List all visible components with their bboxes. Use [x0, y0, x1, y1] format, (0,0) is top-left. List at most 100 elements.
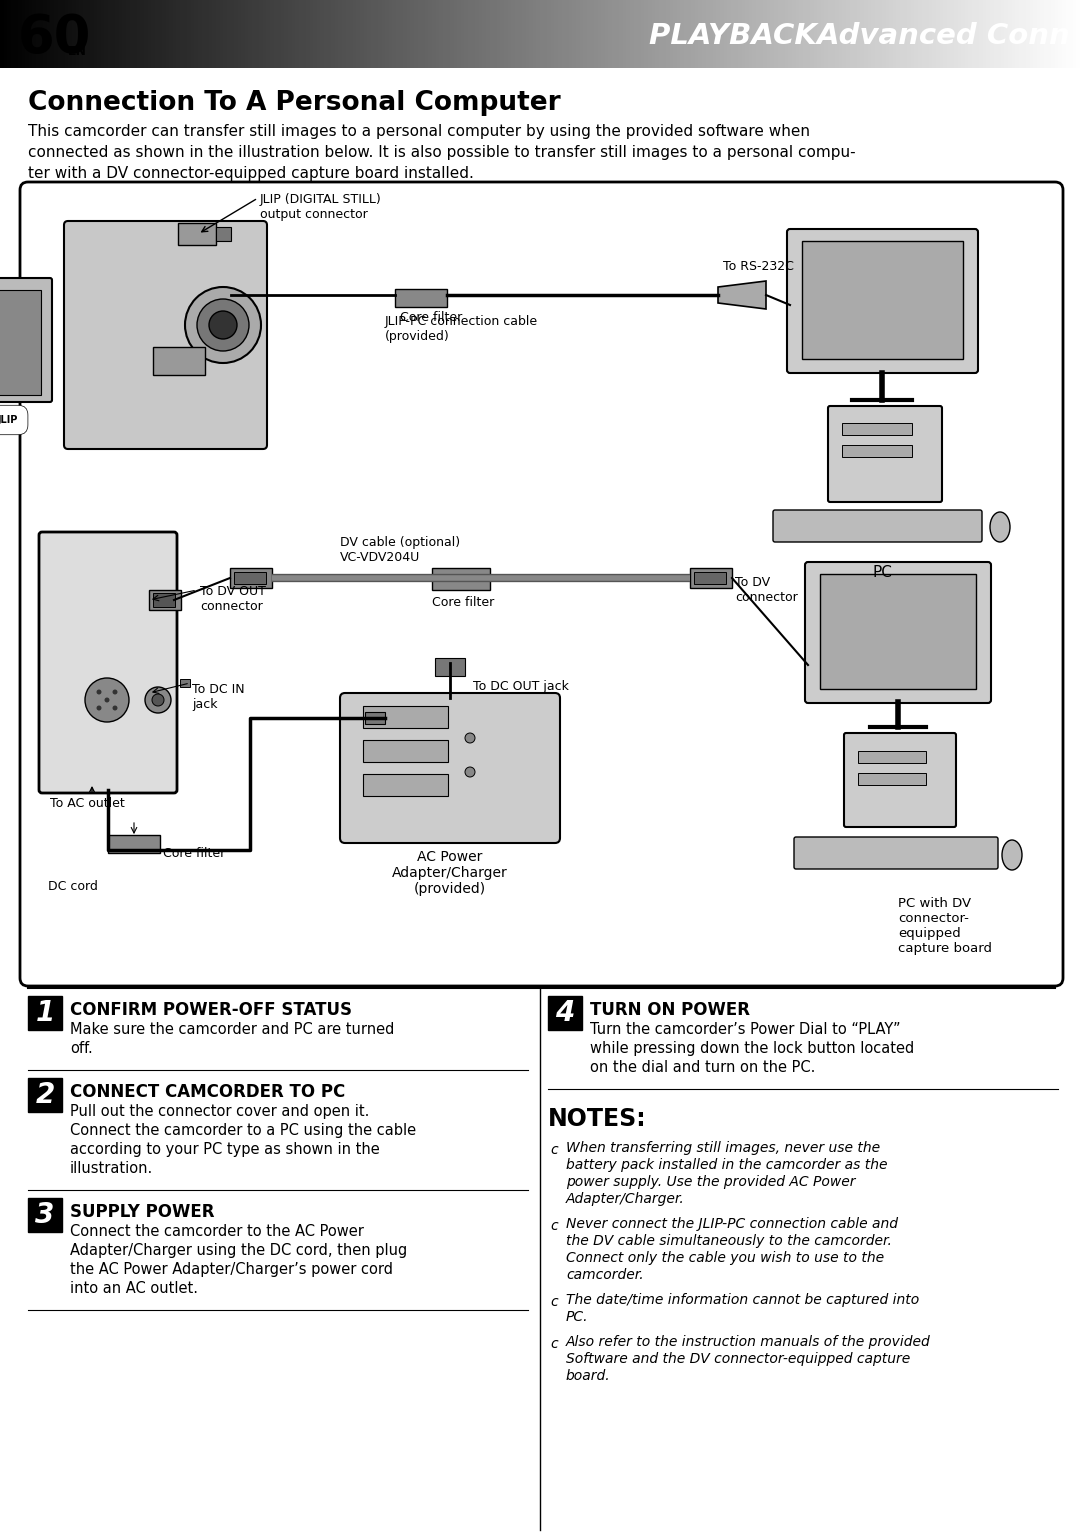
Bar — [532, 0, 537, 67]
Text: Connection To A Personal Computer: Connection To A Personal Computer — [28, 90, 561, 117]
Bar — [435, 658, 465, 676]
Bar — [858, 751, 926, 763]
Bar — [198, 0, 202, 67]
Bar — [148, 0, 151, 67]
Text: board.: board. — [566, 1369, 610, 1383]
Bar — [565, 0, 569, 67]
Bar — [1058, 0, 1062, 67]
Bar — [216, 227, 231, 241]
Bar — [407, 0, 410, 67]
Bar — [659, 0, 662, 67]
Bar — [137, 0, 140, 67]
Text: PC.: PC. — [566, 1311, 589, 1325]
Bar — [576, 0, 580, 67]
Bar — [162, 0, 165, 67]
Bar — [864, 0, 867, 67]
Bar — [472, 0, 475, 67]
Bar — [424, 0, 429, 67]
FancyBboxPatch shape — [794, 837, 998, 869]
Text: Core filter: Core filter — [400, 311, 462, 323]
Bar — [688, 0, 691, 67]
Bar — [691, 0, 694, 67]
Bar — [867, 0, 872, 67]
Bar — [302, 0, 306, 67]
Text: battery pack installed in the camcorder as the: battery pack installed in the camcorder … — [566, 1157, 888, 1173]
Bar — [835, 0, 839, 67]
Bar — [684, 0, 688, 67]
Text: To AC outlet: To AC outlet — [50, 797, 125, 809]
Bar — [119, 0, 122, 67]
Text: To RS-232C: To RS-232C — [723, 261, 794, 273]
Text: Adapter/Charger.: Adapter/Charger. — [566, 1193, 685, 1206]
Bar — [872, 0, 875, 67]
Bar — [548, 0, 551, 67]
Bar — [500, 0, 504, 67]
Bar — [349, 0, 353, 67]
Bar — [468, 0, 472, 67]
Bar — [634, 0, 637, 67]
Bar — [68, 0, 72, 67]
Bar — [375, 0, 378, 67]
Bar — [1001, 0, 1004, 67]
Bar — [457, 0, 461, 67]
Text: 60: 60 — [18, 12, 92, 64]
Text: Adapter/Charger using the DC cord, then plug: Adapter/Charger using the DC cord, then … — [70, 1243, 407, 1259]
Bar — [947, 0, 950, 67]
Bar — [537, 0, 540, 67]
Bar — [670, 0, 673, 67]
Bar — [432, 0, 435, 67]
Text: CONFIRM POWER-OFF STATUS: CONFIRM POWER-OFF STATUS — [70, 1001, 352, 1019]
Bar — [338, 0, 342, 67]
Bar — [824, 0, 828, 67]
Bar — [583, 0, 586, 67]
Bar — [28, 1078, 62, 1111]
Bar — [140, 0, 144, 67]
Bar — [108, 835, 160, 852]
Bar — [126, 0, 130, 67]
Bar — [32, 0, 36, 67]
Bar — [461, 0, 464, 67]
Bar — [954, 0, 958, 67]
Bar — [421, 0, 424, 67]
Circle shape — [152, 694, 164, 707]
Bar — [605, 0, 608, 67]
Bar — [540, 0, 543, 67]
Bar — [1023, 0, 1026, 67]
Bar — [54, 0, 57, 67]
Bar — [40, 0, 43, 67]
Bar — [964, 0, 969, 67]
Bar — [807, 0, 810, 67]
Bar — [940, 0, 943, 67]
Bar — [673, 0, 677, 67]
Bar — [731, 0, 734, 67]
Bar — [1004, 0, 1008, 67]
Bar — [915, 0, 918, 67]
Bar — [144, 0, 148, 67]
Bar — [46, 0, 51, 67]
Bar — [262, 0, 267, 67]
FancyBboxPatch shape — [0, 277, 52, 402]
Bar — [72, 0, 76, 67]
Bar — [904, 0, 907, 67]
Bar — [440, 0, 443, 67]
Bar — [694, 572, 726, 584]
Text: Turn the camcorder’s Power Dial to “PLAY”: Turn the camcorder’s Power Dial to “PLAY… — [590, 1023, 901, 1036]
Text: Make sure the camcorder and PC are turned: Make sure the camcorder and PC are turne… — [70, 1023, 394, 1036]
Text: according to your PC type as shown in the: according to your PC type as shown in th… — [70, 1142, 380, 1157]
Text: When transferring still images, never use the: When transferring still images, never us… — [566, 1141, 880, 1154]
Bar — [153, 346, 205, 376]
Bar — [295, 0, 299, 67]
Text: 1: 1 — [36, 1000, 55, 1027]
Bar — [36, 0, 40, 67]
Text: c: c — [550, 1295, 557, 1309]
Bar — [364, 0, 367, 67]
Bar — [151, 0, 154, 67]
Bar — [234, 0, 238, 67]
Bar — [990, 0, 994, 67]
Text: power supply. Use the provided AC Power: power supply. Use the provided AC Power — [566, 1174, 855, 1190]
Bar — [802, 0, 807, 67]
Text: the AC Power Adapter/Charger’s power cord: the AC Power Adapter/Charger’s power cor… — [70, 1262, 393, 1277]
Text: JLIP-PC connection cable
(provided): JLIP-PC connection cable (provided) — [384, 314, 538, 343]
Bar — [8, 0, 11, 67]
Bar — [1029, 0, 1034, 67]
